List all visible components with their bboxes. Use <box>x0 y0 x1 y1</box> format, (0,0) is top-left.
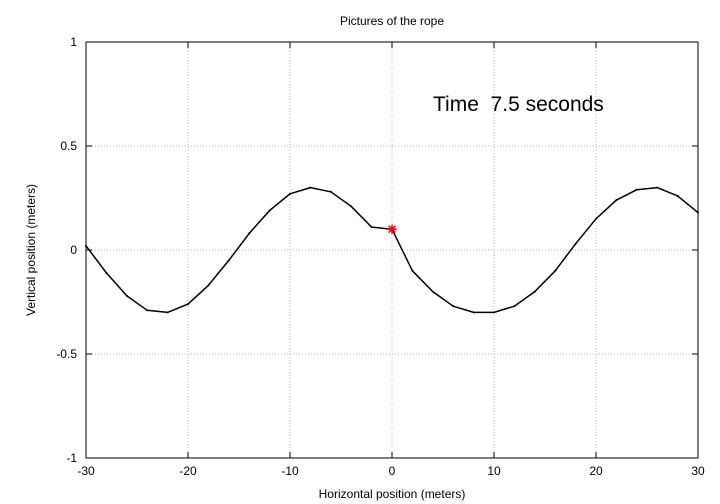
y-tick-label: -1 <box>66 451 77 465</box>
rope-point <box>309 186 312 189</box>
rope-point <box>513 305 516 308</box>
y-tick-label: 0.5 <box>60 139 77 153</box>
rope-point <box>656 186 659 189</box>
x-tick-label: -10 <box>281 464 299 478</box>
x-tick-label: -20 <box>179 464 197 478</box>
rope-point <box>146 309 149 312</box>
rope-point <box>554 269 557 272</box>
rope-point <box>289 192 291 195</box>
grid-layer <box>86 42 698 458</box>
rope-point <box>411 269 414 272</box>
x-axis-title: Horizontal position (meters) <box>319 487 466 501</box>
rope-point <box>248 232 251 235</box>
chart-title: Pictures of the rope <box>340 14 444 28</box>
rope-point <box>635 188 638 191</box>
rope-point <box>370 226 373 229</box>
y-tick-label: 0 <box>70 243 77 257</box>
x-tick-label: 10 <box>487 464 501 478</box>
rope-point <box>166 311 169 314</box>
rope-point <box>493 311 495 314</box>
rope-point <box>615 199 618 202</box>
x-tick-label: 0 <box>389 464 396 478</box>
plot-frame <box>85 41 699 459</box>
time-annotation: Time 7.5 seconds <box>433 93 604 116</box>
x-tick-label: -30 <box>77 464 95 478</box>
marker-layer <box>387 224 397 234</box>
rope-point <box>207 284 210 287</box>
rope-point <box>676 194 679 197</box>
y-axis-title: Vertical position (meters) <box>24 184 38 316</box>
rope-point <box>472 311 475 314</box>
x-tick-label: 30 <box>691 464 705 478</box>
y-tick-label: -0.5 <box>56 347 77 361</box>
rope-point <box>187 303 189 306</box>
rope-point <box>350 205 353 208</box>
label-layer: -30 -20 -10 0 10 20 30 1 0.5 0 -0.5 -1 <box>56 35 705 478</box>
rope-point <box>125 294 128 297</box>
rope-point <box>452 305 455 308</box>
rope-point <box>329 190 332 193</box>
rope-point <box>431 290 434 293</box>
rope-point <box>533 290 536 293</box>
rope-point <box>595 217 597 220</box>
rope-point <box>268 209 271 212</box>
rope-point <box>105 271 108 274</box>
tracked-point-marker <box>387 224 397 234</box>
rope-point <box>227 259 230 262</box>
rope-point <box>574 242 577 245</box>
x-tick-label: 20 <box>589 464 603 478</box>
y-tick-label: 1 <box>70 35 77 49</box>
